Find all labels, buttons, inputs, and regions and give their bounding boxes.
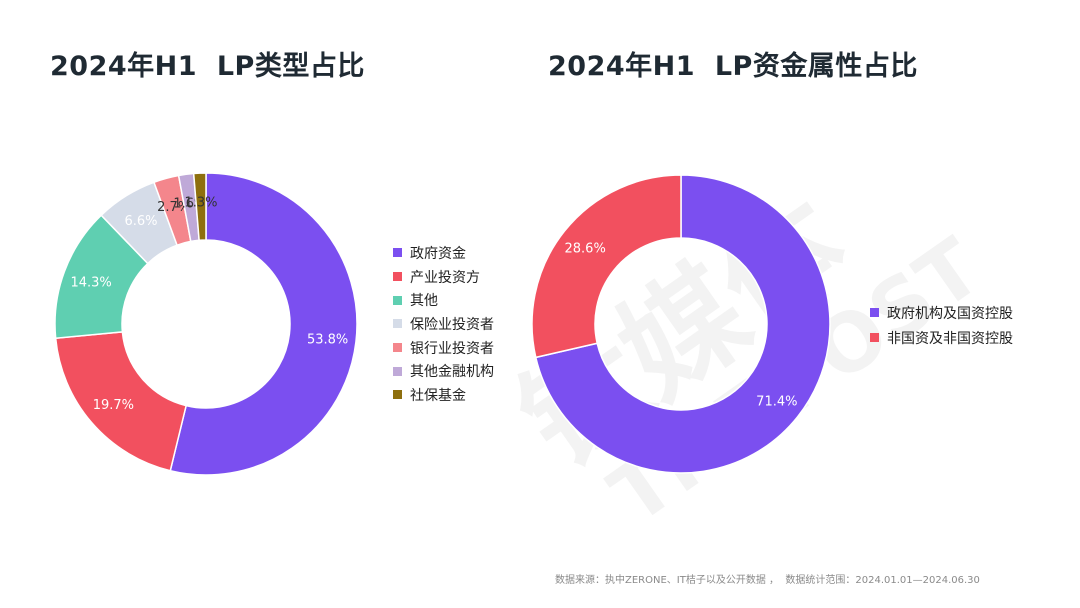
slice-label-lp-type-7: 1.3% xyxy=(184,196,217,211)
slice-label-lp-type-2: 19.7% xyxy=(93,398,134,413)
legend-item: 其他金融机构 xyxy=(393,359,494,383)
chart-title-lp-capital: 2024年H1 LP资金属性占比 xyxy=(548,51,918,82)
legend-swatch xyxy=(393,319,402,329)
legend-swatch xyxy=(393,390,402,400)
slice-lp-type-2 xyxy=(54,331,188,472)
legend-item: 保险业投资者 xyxy=(393,312,494,336)
slice-lp-capital-1 xyxy=(534,174,831,474)
legend-swatch xyxy=(393,343,402,353)
legend-label: 保险业投资者 xyxy=(410,316,494,333)
legend-label: 政府资金 xyxy=(410,245,466,262)
legend-swatch xyxy=(393,248,402,258)
legend-lp-type: 政府资金产业投资方其他保险业投资者 银行业投资者 其他金融机构 社保基金 xyxy=(393,241,494,407)
legend-lp-capital: 政府机构及国资控股 非国资及非国资控股 xyxy=(870,300,1013,350)
slice-lp-type-1 xyxy=(169,172,358,476)
slice-label-lp-capital-1: 71.4% xyxy=(756,394,797,409)
legend-swatch xyxy=(870,333,879,342)
slice-label-lp-type-1: 53.8% xyxy=(307,333,348,348)
donut-chart-lp-type: 53.8%19.7%14.3%6.6%2.7%1.6%1.3% xyxy=(54,172,358,476)
legend-item: 其他 xyxy=(393,288,494,312)
chart-title-lp-type: 2024年H1 LP类型占比 xyxy=(50,51,365,82)
legend-swatch xyxy=(870,308,879,317)
legend-label: 政府机构及国资控股 xyxy=(887,305,1013,322)
slice-label-lp-type-3: 14.3% xyxy=(70,275,111,290)
legend-item: 政府机构及国资控股 xyxy=(870,300,1013,325)
legend-swatch xyxy=(393,272,402,282)
legend-item: 政府资金 xyxy=(393,241,494,265)
legend-item: 社保基金 xyxy=(393,383,494,407)
legend-label: 社保基金 xyxy=(410,387,466,404)
slice-label-lp-type-4: 6.6% xyxy=(124,214,157,229)
donut-chart-lp-capital: 71.4% 28.6% xyxy=(531,174,831,474)
data-source-note: 数据来源：执中ZERONE、IT桔子以及公开数据 ， 数据统计范围：2024.0… xyxy=(555,575,980,586)
slice-label-lp-type-5: 2.7% xyxy=(157,200,190,215)
slice-lp-type-7 xyxy=(192,172,207,242)
legend-label: 其他金融机构 xyxy=(410,364,494,381)
legend-label: 其他 xyxy=(410,293,438,310)
legend-label: 产业投资方 xyxy=(410,269,480,286)
legend-item: 产业投资方 xyxy=(393,265,494,289)
legend-label: 银行业投资者 xyxy=(410,340,494,357)
legend-swatch xyxy=(393,295,402,305)
slice-lp-capital-2 xyxy=(531,174,682,359)
legend-item: 银行业投资者 xyxy=(393,336,494,360)
slice-label-lp-capital-2: 28.6% xyxy=(565,242,606,257)
legend-label: 非国资及非国资控股 xyxy=(887,330,1013,347)
legend-swatch xyxy=(393,366,402,376)
legend-item: 非国资及非国资控股 xyxy=(870,325,1013,350)
